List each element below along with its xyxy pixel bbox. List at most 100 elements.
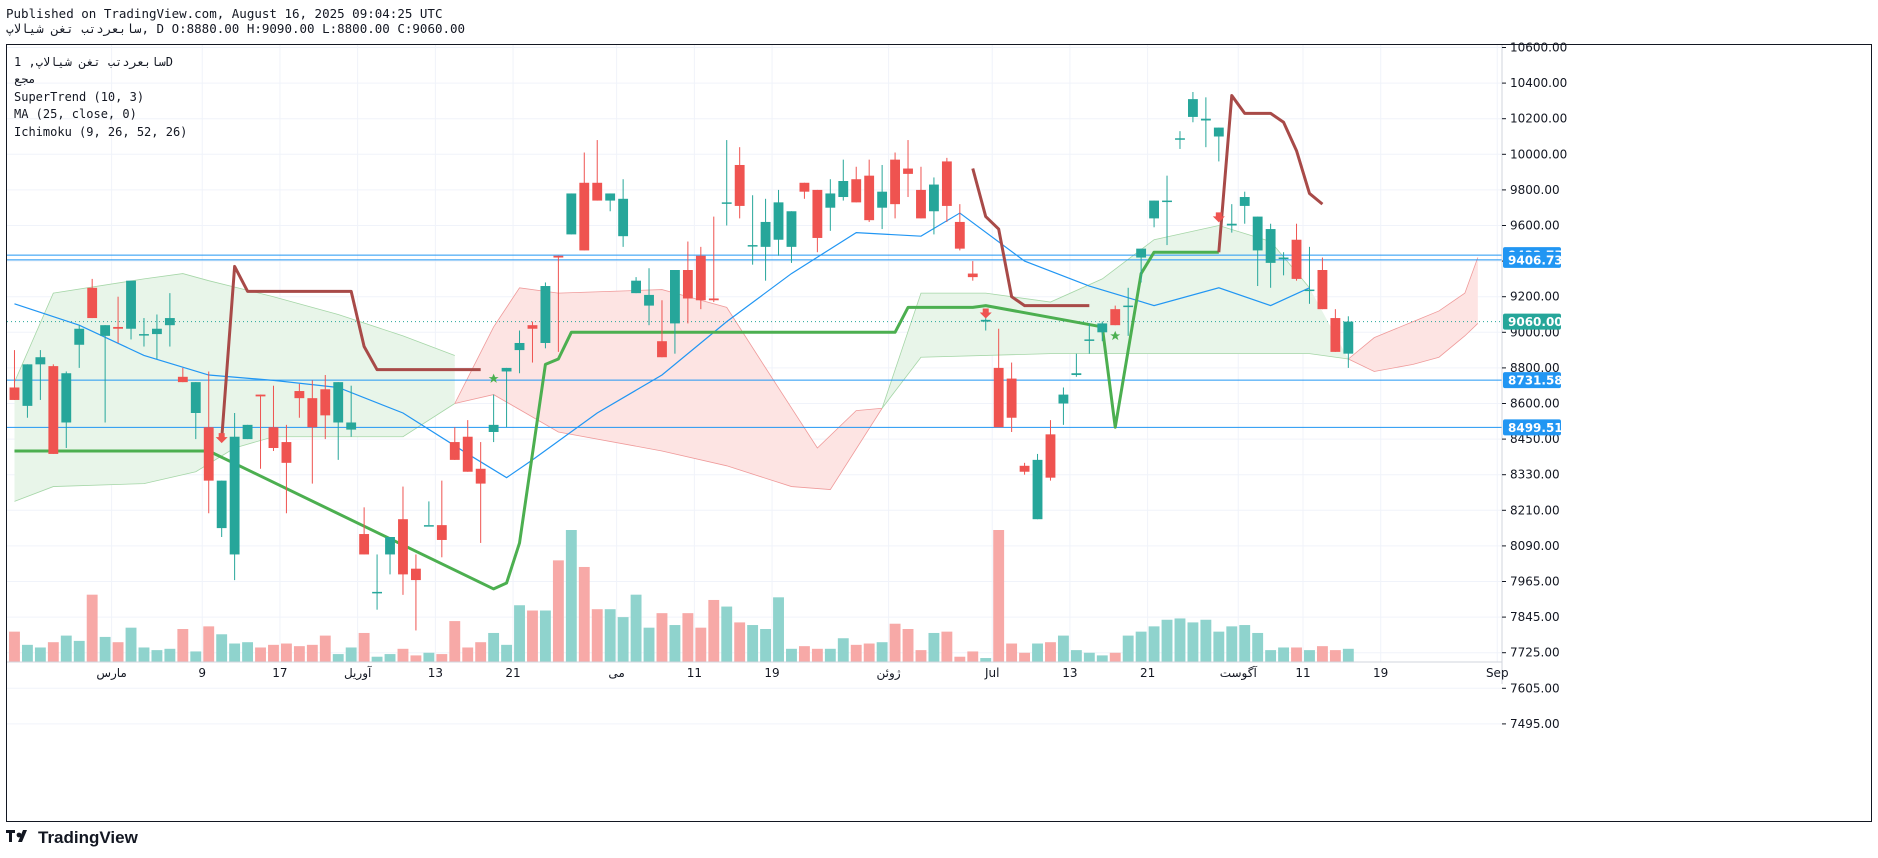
candle-body (74, 328, 85, 345)
candle (333, 382, 344, 460)
volume-bar (73, 640, 85, 662)
candle-body (1058, 394, 1069, 404)
volume-bar (630, 594, 642, 662)
volume-bar (656, 613, 668, 662)
ichimoku-span-b (454, 394, 883, 490)
candle-body (281, 442, 292, 463)
volume-bar (462, 647, 474, 662)
candle (1019, 462, 1030, 475)
volume-bar (151, 650, 163, 662)
time-tick-label: 21 (505, 666, 520, 680)
candle-body (527, 325, 538, 329)
tradingview-logo[interactable]: TradingView (6, 828, 138, 848)
candle (385, 537, 395, 575)
volume-bar (863, 643, 875, 662)
candle-body (190, 382, 201, 413)
candle (1045, 420, 1056, 481)
volume-bar (1252, 632, 1264, 662)
candle (1226, 204, 1237, 233)
volume-bar (371, 656, 383, 662)
candle (695, 246, 706, 310)
candle-body (812, 189, 823, 238)
volume-bar (1122, 635, 1134, 662)
price-tick-label: 8450.00 (1510, 432, 1560, 446)
candle (657, 300, 667, 358)
candle (1278, 252, 1289, 276)
volume-bar (786, 648, 797, 662)
volume-bar (824, 648, 836, 662)
legend-symbol[interactable]: سابعردتب تغن شیالاپ, 1D (14, 55, 173, 69)
legend-supertrend[interactable]: SuperTrend (10, 3) (14, 89, 145, 104)
ichimoku-span-a (1348, 257, 1479, 360)
legend-ma[interactable]: MA (25, close, 0) (14, 107, 137, 122)
volume-bar (811, 648, 823, 662)
volume-bar (1174, 618, 1186, 662)
sell-signal-icon (215, 433, 228, 444)
volume-bar (617, 617, 629, 662)
price-tag: 9406.73 (1503, 251, 1563, 268)
candle (177, 367, 188, 383)
candle (372, 554, 382, 610)
ichimoku-span-b (881, 353, 1349, 409)
volume-bar (34, 647, 46, 662)
volume-bar (1109, 652, 1121, 662)
volume-bar (604, 609, 616, 662)
candle (644, 268, 654, 326)
time-tick-label: 9 (198, 666, 206, 680)
candle-body (177, 376, 188, 383)
volume-bar (1226, 626, 1238, 662)
supertrend-down-line (971, 168, 1090, 308)
volume-bar (501, 644, 513, 662)
candle (1032, 453, 1043, 520)
candle-body (605, 193, 616, 201)
candle (760, 198, 771, 281)
volume-bar (1019, 652, 1031, 662)
price-tick-label: 8090.00 (1510, 539, 1560, 553)
candle (268, 385, 279, 451)
volume-bar (1316, 646, 1328, 662)
volume-bar (255, 647, 266, 662)
volume-bar (1135, 631, 1147, 662)
volume-bar (358, 632, 370, 662)
time-tick-label: 21 (1140, 666, 1155, 680)
candle-body (1162, 200, 1172, 203)
candle-body (87, 287, 98, 319)
candle (773, 189, 784, 256)
candle-body (1097, 323, 1108, 333)
candle (890, 152, 900, 219)
legend-ichimoku[interactable]: Ichimoku (9, 26, 52, 26) (14, 124, 188, 139)
volume-bar (669, 625, 681, 662)
price-tag: 8731.58 (1503, 372, 1563, 389)
volume-bar (954, 656, 966, 662)
candle (903, 140, 913, 198)
volume-bar (112, 642, 124, 662)
price-tag-box (1503, 372, 1561, 389)
candle (1252, 216, 1263, 287)
candle (812, 189, 823, 253)
candle (203, 371, 214, 514)
candle (747, 195, 758, 265)
candle-body (501, 367, 512, 372)
candle (113, 296, 123, 343)
candle (9, 350, 20, 400)
candle-body (126, 280, 136, 329)
candle (1330, 309, 1341, 352)
volume-bar (1239, 625, 1251, 662)
volume-bar (747, 625, 759, 662)
candle (242, 424, 253, 440)
moving-average-line (14, 212, 1310, 479)
price-tick-label: 9800.00 (1510, 183, 1560, 197)
volume-bar (138, 647, 150, 662)
candle (877, 164, 888, 230)
volume-bar (9, 631, 20, 662)
candle-body (1084, 339, 1095, 341)
price-tick-label: 9200.00 (1510, 290, 1560, 304)
candle-body (449, 442, 460, 460)
candle-body (773, 202, 784, 240)
volume-bar (850, 644, 862, 662)
candle (618, 179, 629, 247)
volume-bar (319, 635, 331, 662)
candle-body (1045, 434, 1056, 478)
volume-bar (384, 654, 396, 662)
